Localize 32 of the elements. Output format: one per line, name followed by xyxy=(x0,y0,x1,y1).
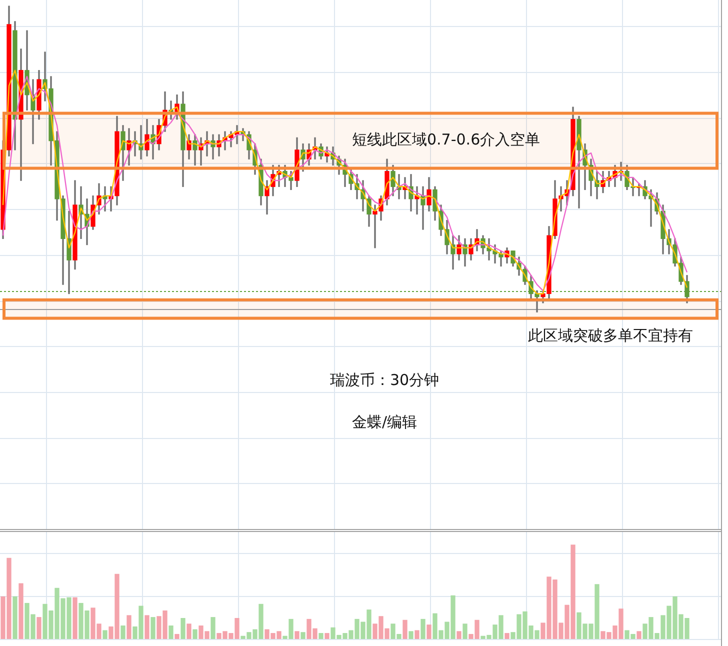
band-label: 短线此区域0.7-0.6介入空单 xyxy=(352,130,540,149)
bar xyxy=(504,633,510,639)
text: 金蝶/编辑 xyxy=(352,413,418,432)
bar xyxy=(456,631,462,639)
bar xyxy=(12,596,18,639)
bar xyxy=(414,630,420,639)
bar xyxy=(408,631,414,639)
bar xyxy=(192,629,198,639)
bar xyxy=(102,630,108,639)
bar xyxy=(300,632,306,639)
bar xyxy=(168,626,174,639)
bar xyxy=(420,618,426,639)
bar xyxy=(210,617,216,639)
bar xyxy=(426,624,432,639)
bar xyxy=(126,615,132,639)
bar xyxy=(72,597,78,639)
text: 瑞波币：30分钟 xyxy=(330,370,440,389)
bar xyxy=(144,615,150,639)
bar xyxy=(186,624,192,639)
bar xyxy=(36,617,42,639)
bar xyxy=(150,617,156,639)
bar xyxy=(636,631,642,639)
bar xyxy=(318,633,324,639)
bar xyxy=(324,633,330,639)
bar xyxy=(402,620,408,639)
bar xyxy=(180,618,186,639)
bar xyxy=(174,634,180,639)
bar xyxy=(294,631,300,639)
bar xyxy=(18,583,24,639)
bar xyxy=(120,626,126,639)
bar xyxy=(462,624,468,639)
band-label: 此区域突破多单不宜持有 xyxy=(528,326,693,345)
